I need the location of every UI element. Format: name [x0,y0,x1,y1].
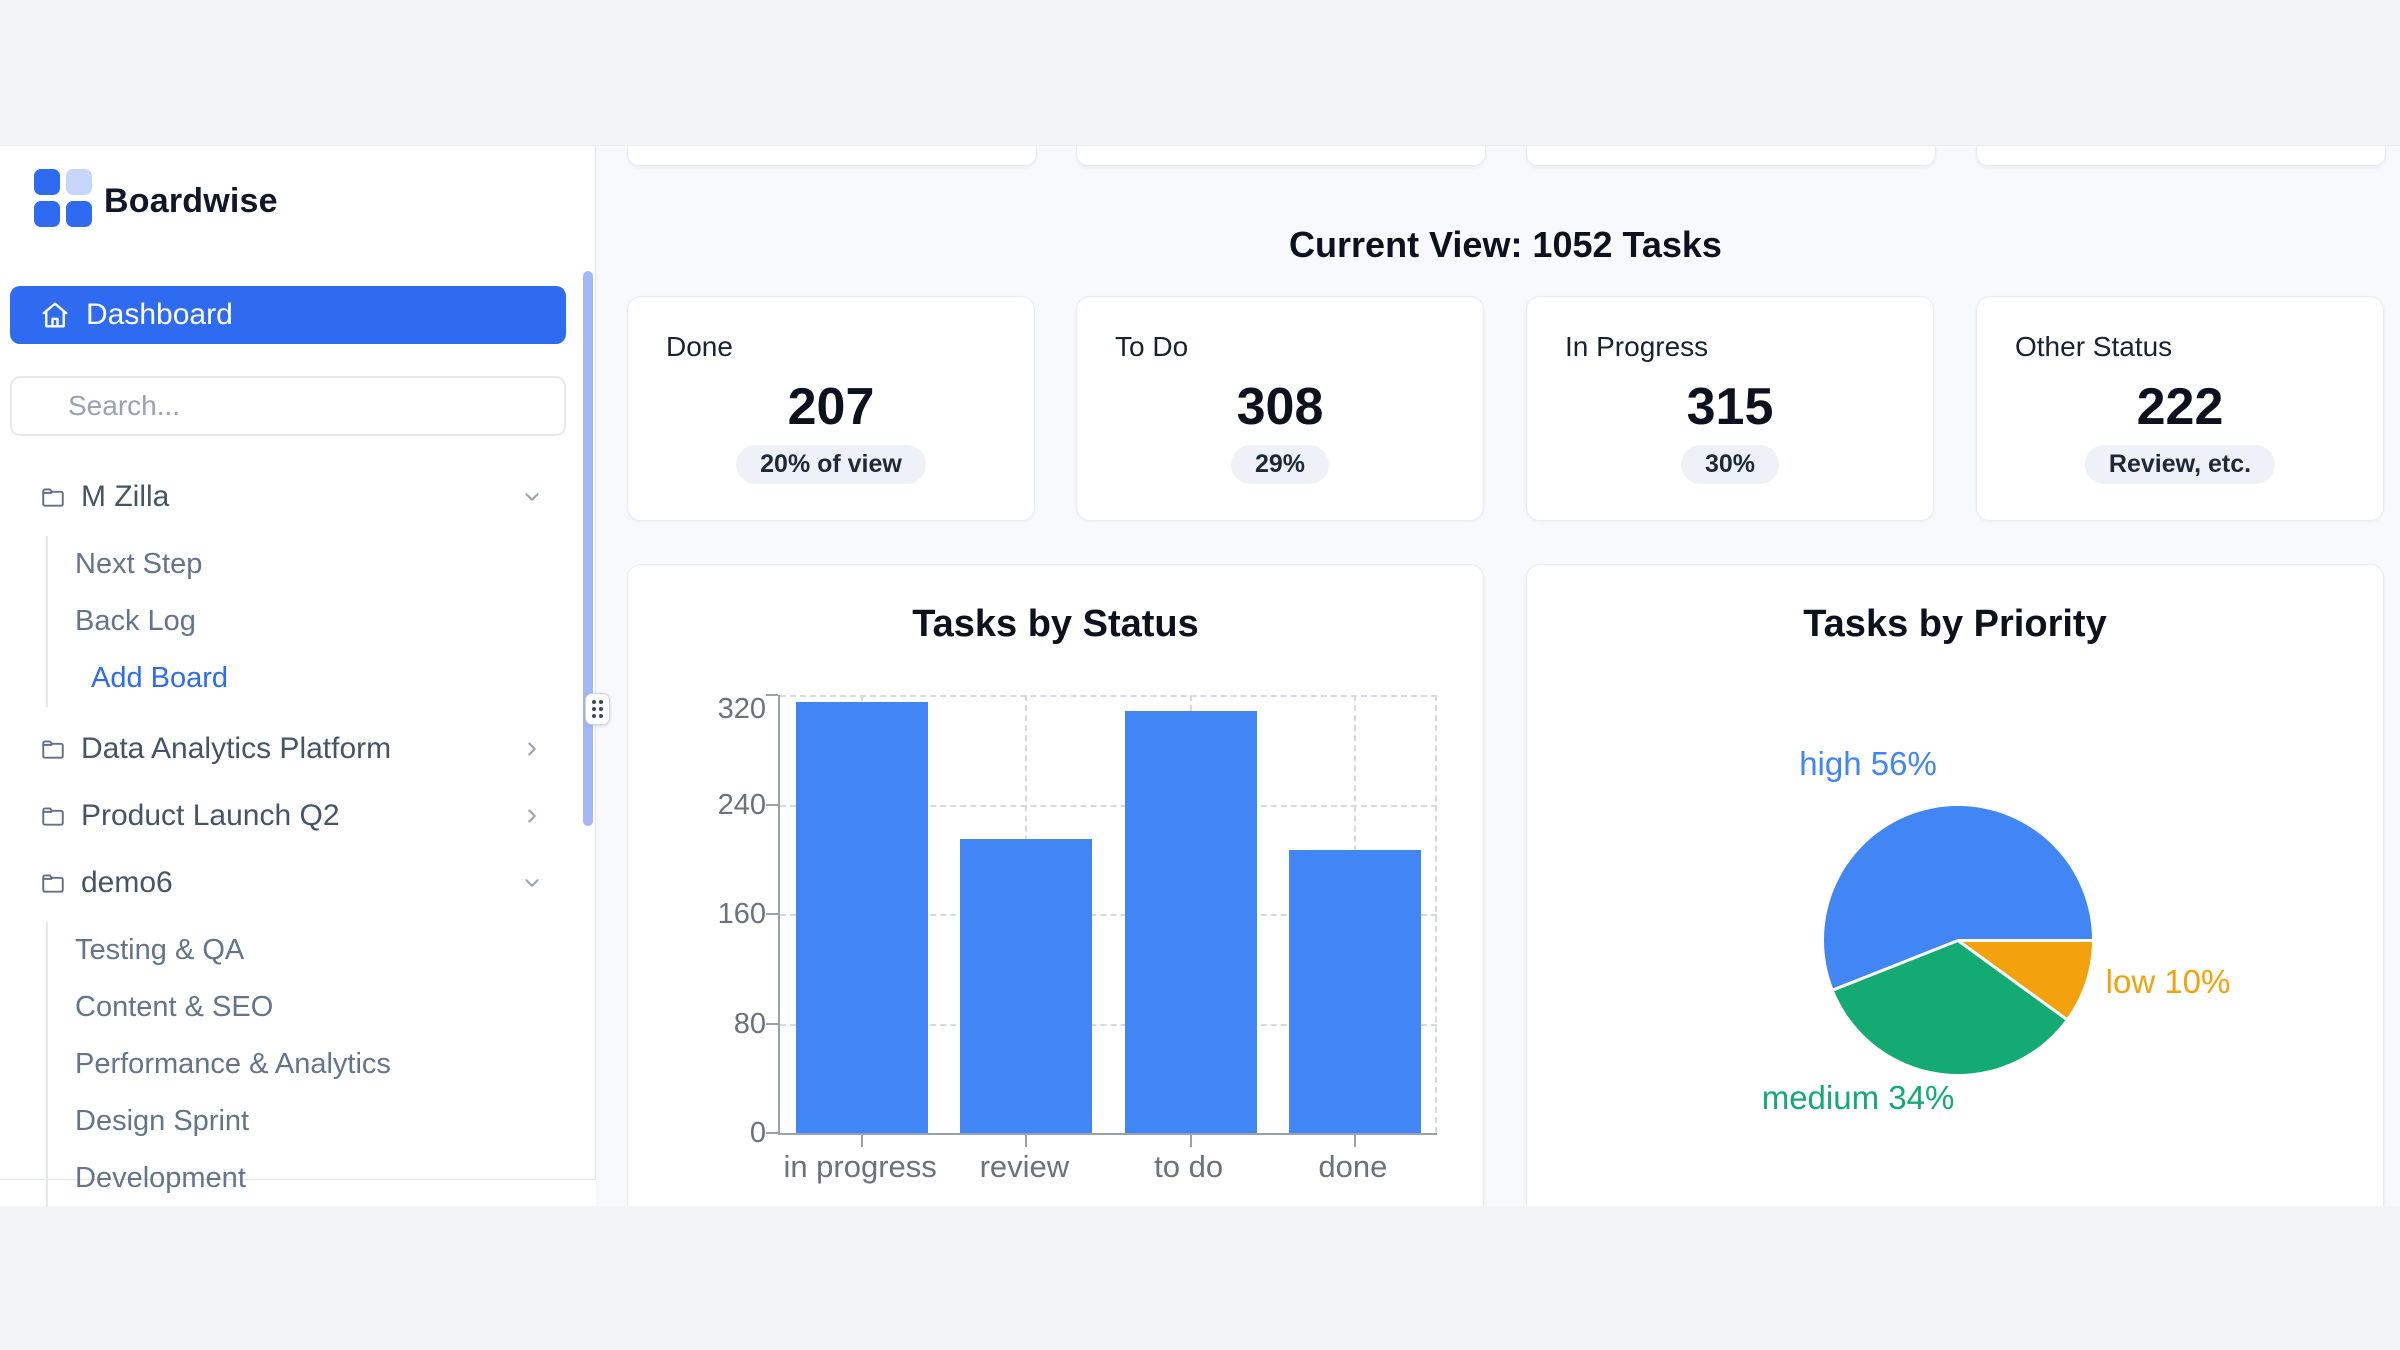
brand-name: Boardwise [104,182,278,220]
sidebar-item-testing-qa[interactable]: Testing & QA [75,934,245,966]
section-label: M Zilla [81,479,170,513]
stat-card-in-progress: In Progress 315 30% [1526,296,1934,521]
x-tick [1189,1135,1192,1147]
stat-label: Done [666,331,733,362]
y-tick [766,803,778,806]
pie-label-low: low 10% [2105,963,2231,1000]
pie-label-high: high 56% [1799,745,1937,782]
sidebar-section-m-zilla[interactable]: M Zilla [0,469,595,524]
section-children: Testing & QA Content & SEO Performance & A… [46,922,595,1207]
y-tick [766,913,778,915]
y-tick [766,1022,778,1025]
stat-value: 222 [2136,378,2224,436]
bar-chart-plot [766,694,1437,1147]
gridline-y-80 [780,1023,1437,1026]
y-tick-label: 320 [717,693,766,725]
sidebar-section-product-launch-q2[interactable]: Product Launch Q2 [0,788,595,843]
x-category-label: to do [1154,1149,1224,1184]
folder-icon [40,803,66,829]
sidebar-section-data-analytics-platform[interactable]: Data Analytics Platform [0,721,595,776]
stat-card-done: Done 207 20% of view [627,296,1035,521]
tasks-by-priority-card: Tasks by Priority high 56% medium 34% low … [1526,564,2384,1206]
sidebar-nav: M Zilla Next Step Back Log Add Board Data An… [0,469,595,1221]
add-board-link[interactable]: Add Board [91,662,229,694]
stat-card-other-status: Other Status 222 Review, etc. [1976,296,2384,521]
chevron-down-icon [521,872,543,894]
stat-label: Other Status [2015,331,2173,362]
sidebar: Boardwise Dashboard M Zilla Next Step Back… [0,146,610,1207]
chevron-right-icon [521,738,543,760]
chevron-right-icon [521,805,543,827]
sidebar-item-design-sprint[interactable]: Design Sprint [75,1105,250,1137]
dashboard-button[interactable]: Dashboard [10,286,566,344]
dashboard-label: Dashboard [86,298,233,331]
x-tick [861,1135,864,1147]
folder-icon [40,484,66,510]
sidebar-item-content-seo[interactable]: Content & SEO [75,991,274,1023]
bar-chart-title: Tasks by Status [912,603,1199,645]
gridline-y-320 [780,695,1437,697]
x-category-label: done [1318,1149,1388,1184]
plot-right-boundary [1435,695,1437,1133]
sidebar-item-development[interactable]: Development [75,1162,246,1194]
main-area: Current View: 1052 Tasks Done 207 20% of v… [596,146,2400,1206]
stat-badge: 30% [1680,445,1780,484]
boardwise-logo-icon [34,169,92,227]
view-title: Current View: 1052 Tasks [1289,224,1722,265]
folder-icon [40,870,66,896]
stat-label: In Progress [1565,331,1709,362]
sidebar-item-next-step[interactable]: Next Step [75,548,203,580]
scrolled-card-remnant [1976,146,2386,166]
tasks-by-status-card: Tasks by Status 320 240 160 80 0 in progress r… [627,564,1484,1206]
x-category-label: in progress [783,1149,937,1184]
y-tick-label: 80 [733,1007,766,1040]
stat-badge: 29% [1230,445,1330,484]
stat-value: 207 [787,378,875,436]
app-container: Boardwise Dashboard M Zilla Next Step Back… [0,145,2400,1207]
bar-review [960,838,1093,1133]
x-tick [1353,1135,1356,1147]
pie-label-medium: medium 34% [1761,1079,1955,1116]
section-label: demo6 [81,865,173,899]
section-label: Data Analytics Platform [81,731,392,765]
stat-card-to-do: To Do 308 29% [1076,296,1484,521]
sidebar-item-performance-analytics[interactable]: Performance & Analytics [75,1048,391,1080]
y-tick [766,1132,778,1134]
x-category-label: review [979,1149,1070,1184]
chevron-down-icon [521,486,543,508]
gridline-y-240 [780,804,1437,807]
stat-badge: 20% of view [736,445,926,484]
scrolled-card-remnant [1526,146,1936,166]
search-input[interactable] [10,376,566,436]
pie-slice-separator [1958,939,2092,942]
x-tick [1025,1135,1028,1147]
section-label: Product Launch Q2 [81,798,340,832]
pie-chart-title: Tasks by Priority [1803,603,2107,645]
y-tick [766,694,778,696]
scrolled-card-remnant [627,146,1037,166]
stat-value: 308 [1236,378,1324,436]
sidebar-resize-handle[interactable] [585,693,610,725]
bar-done [1288,849,1421,1133]
folder-icon [40,736,66,762]
bar-to-do [1124,711,1257,1133]
sidebar-section-demo6[interactable]: demo6 [0,855,595,910]
sidebar-scrollbar-thumb[interactable] [583,271,593,826]
home-icon [40,300,70,330]
scrolled-card-remnant [1076,146,1486,166]
y-tick-label: 240 [717,788,766,821]
stat-value: 315 [1686,378,1774,436]
y-tick-label: 0 [749,1117,766,1149]
section-children: Next Step Back Log Add Board [46,536,595,707]
stat-badge: Review, etc. [2084,445,2276,484]
sidebar-item-back-log[interactable]: Back Log [75,605,196,637]
gridline-y-160 [780,914,1437,916]
y-tick-label: 160 [717,898,766,930]
bar-in-progress [796,701,929,1133]
stat-label: To Do [1115,331,1189,362]
drag-dots-icon [592,700,603,718]
